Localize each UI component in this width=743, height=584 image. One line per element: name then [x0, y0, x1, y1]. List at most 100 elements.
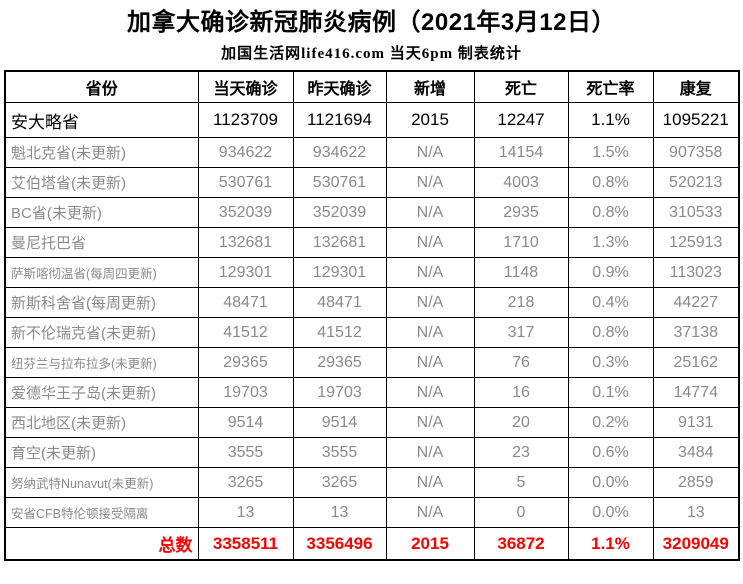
- cell-deaths: 2935: [473, 197, 569, 228]
- col-header-added: 新增: [385, 70, 475, 103]
- table-row: 育空(未更新) 3555 3555 N/A 23 0.6% 3484: [4, 437, 740, 468]
- total-death-rate: 1.1%: [567, 527, 654, 561]
- cell-yesterday: 352039: [292, 197, 387, 228]
- cell-death-rate: 0.9%: [567, 257, 654, 288]
- cell-province: 爱德华王子岛(未更新): [4, 377, 199, 408]
- cell-death-rate: 0.6%: [567, 437, 654, 468]
- cell-recovered: 3484: [652, 437, 740, 468]
- table-row: 努纳武特Nunavut(未更新) 3265 3265 N/A 5 0.0% 2859: [4, 467, 740, 498]
- cell-today: 129301: [197, 257, 294, 288]
- col-header-yesterday: 昨天确诊: [292, 70, 387, 103]
- cell-yesterday: 132681: [292, 227, 387, 258]
- cell-recovered: 520213: [652, 167, 740, 198]
- total-deaths: 36872: [473, 527, 569, 561]
- table-row: 纽芬兰与拉布拉多(未更新) 29365 29365 N/A 76 0.3% 25162: [4, 347, 740, 378]
- covid-stats-table: 省份 当天确诊 昨天确诊 新增 死亡 死亡率 康复 安大略省 1123709 112…: [4, 70, 740, 561]
- cell-added: N/A: [385, 197, 475, 228]
- cell-deaths: 317: [473, 317, 569, 348]
- cell-province: 育空(未更新): [4, 437, 199, 468]
- cell-death-rate: 0.0%: [567, 467, 654, 498]
- cell-deaths: 1710: [473, 227, 569, 258]
- total-added: 2015: [385, 527, 475, 561]
- cell-province: 萨斯喀彻温省(每周四更新): [4, 257, 199, 288]
- cell-today: 352039: [197, 197, 294, 228]
- cell-added: N/A: [385, 257, 475, 288]
- cell-yesterday: 3555: [292, 437, 387, 468]
- cell-today: 41512: [197, 317, 294, 348]
- table-row: 新斯科舍省(每周更新) 48471 48471 N/A 218 0.4% 44227: [4, 287, 740, 318]
- cell-death-rate: 0.3%: [567, 347, 654, 378]
- cell-recovered: 37138: [652, 317, 740, 348]
- cell-deaths: 12247: [473, 102, 569, 138]
- cell-yesterday: 13: [292, 497, 387, 528]
- cell-yesterday: 129301: [292, 257, 387, 288]
- cell-added: N/A: [385, 167, 475, 198]
- cell-yesterday: 48471: [292, 287, 387, 318]
- cell-death-rate: 1.1%: [567, 102, 654, 138]
- cell-added: N/A: [385, 407, 475, 438]
- cell-recovered: 907358: [652, 137, 740, 168]
- cell-added: N/A: [385, 287, 475, 318]
- table-row: 爱德华王子岛(未更新) 19703 19703 N/A 16 0.1% 14774: [4, 377, 740, 408]
- page-title: 加拿大确诊新冠肺炎病例（2021年3月12日）: [127, 9, 616, 36]
- total-row: 总数 3358511 3356496 2015 36872 1.1% 32090…: [4, 527, 740, 561]
- cell-added: N/A: [385, 497, 475, 528]
- covid-table-page: 加拿大确诊新冠肺炎病例（2021年3月12日） 加国生活网life416.com…: [0, 8, 743, 561]
- cell-recovered: 1095221: [652, 102, 740, 138]
- cell-added: N/A: [385, 137, 475, 168]
- cell-deaths: 218: [473, 287, 569, 318]
- table-row: 安大略省 1123709 1121694 2015 12247 1.1% 1095221: [4, 102, 740, 138]
- cell-today: 48471: [197, 287, 294, 318]
- cell-today: 29365: [197, 347, 294, 378]
- table-row: 安省CFB特伦顿接受隔离 13 13 N/A 0 0.0% 13: [4, 497, 740, 528]
- col-header-death-rate: 死亡率: [567, 70, 654, 103]
- cell-province: 安大略省: [4, 102, 199, 138]
- cell-province: 新不伦瑞克省(未更新): [4, 317, 199, 348]
- cell-deaths: 16: [473, 377, 569, 408]
- cell-today: 530761: [197, 167, 294, 198]
- cell-recovered: 113023: [652, 257, 740, 288]
- col-header-deaths: 死亡: [473, 70, 569, 103]
- cell-recovered: 310533: [652, 197, 740, 228]
- cell-death-rate: 0.2%: [567, 407, 654, 438]
- table-row: 西北地区(未更新) 9514 9514 N/A 20 0.2% 9131: [4, 407, 740, 438]
- cell-today: 934622: [197, 137, 294, 168]
- table-row: 魁北克省(未更新) 934622 934622 N/A 14154 1.5% 907358: [4, 137, 740, 168]
- header-row: 省份 当天确诊 昨天确诊 新增 死亡 死亡率 康复: [4, 70, 740, 103]
- cell-deaths: 5: [473, 467, 569, 498]
- cell-death-rate: 1.5%: [567, 137, 654, 168]
- cell-death-rate: 0.4%: [567, 287, 654, 318]
- cell-added: N/A: [385, 347, 475, 378]
- table-row: 新不伦瑞克省(未更新) 41512 41512 N/A 317 0.8% 37138: [4, 317, 740, 348]
- cell-deaths: 4003: [473, 167, 569, 198]
- cell-yesterday: 1121694: [292, 102, 387, 138]
- cell-recovered: 14774: [652, 377, 740, 408]
- cell-today: 132681: [197, 227, 294, 258]
- cell-yesterday: 29365: [292, 347, 387, 378]
- cell-recovered: 9131: [652, 407, 740, 438]
- cell-yesterday: 19703: [292, 377, 387, 408]
- col-header-recovered: 康复: [652, 70, 740, 103]
- cell-recovered: 125913: [652, 227, 740, 258]
- table-row: 萨斯喀彻温省(每周四更新) 129301 129301 N/A 1148 0.9% 1130…: [4, 257, 740, 288]
- cell-today: 1123709: [197, 102, 294, 138]
- col-header-province: 省份: [4, 70, 199, 103]
- cell-added: N/A: [385, 317, 475, 348]
- cell-yesterday: 934622: [292, 137, 387, 168]
- cell-added: N/A: [385, 437, 475, 468]
- cell-added: 2015: [385, 102, 475, 138]
- cell-death-rate: 1.3%: [567, 227, 654, 258]
- cell-province: 新斯科舍省(每周更新): [4, 287, 199, 318]
- cell-recovered: 44227: [652, 287, 740, 318]
- table-row: 艾伯塔省(未更新) 530761 530761 N/A 4003 0.8% 520213: [4, 167, 740, 198]
- cell-today: 19703: [197, 377, 294, 408]
- page-subtitle: 加国生活网life416.com 当天6pm 制表统计: [221, 46, 522, 62]
- cell-yesterday: 41512: [292, 317, 387, 348]
- cell-deaths: 20: [473, 407, 569, 438]
- cell-death-rate: 0.1%: [567, 377, 654, 408]
- cell-province: 魁北克省(未更新): [4, 137, 199, 168]
- cell-province: 艾伯塔省(未更新): [4, 167, 199, 198]
- cell-death-rate: 0.0%: [567, 497, 654, 528]
- total-today: 3358511: [197, 527, 294, 561]
- cell-today: 13: [197, 497, 294, 528]
